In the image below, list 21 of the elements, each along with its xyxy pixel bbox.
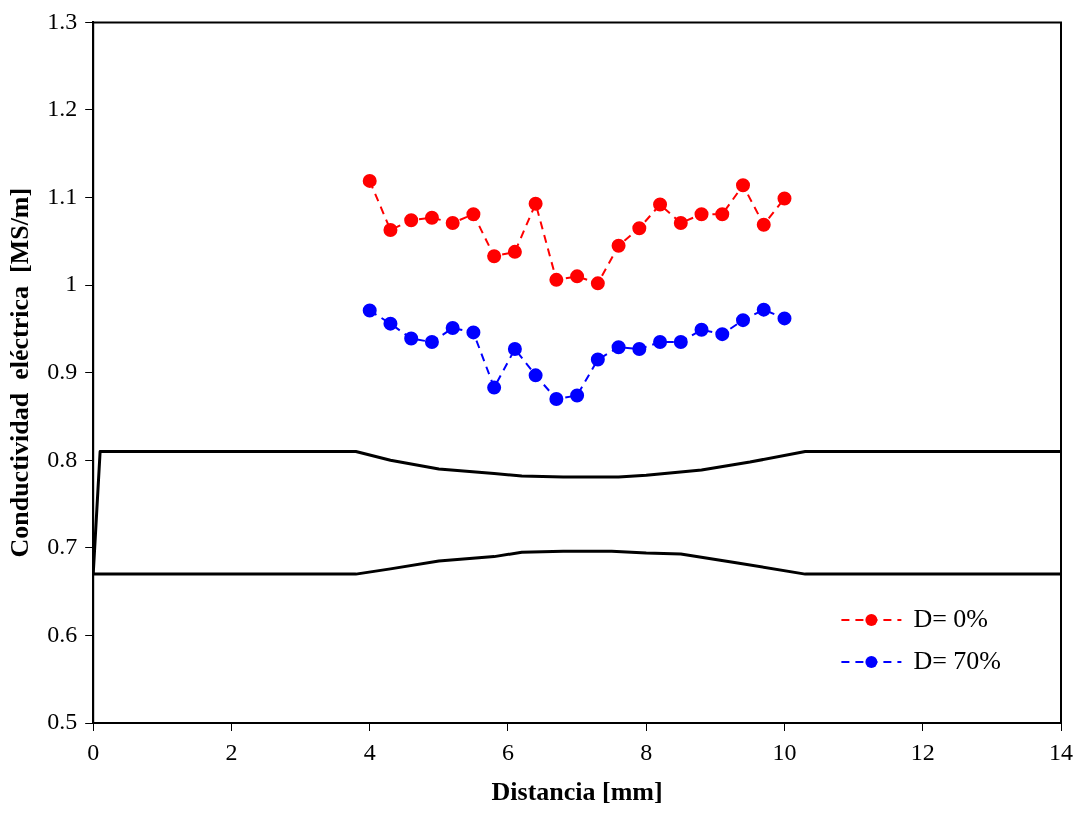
x-tick-label: 2: [225, 738, 238, 765]
y-tick-label: 0.6: [47, 620, 78, 647]
x-tick-label: 4: [363, 738, 376, 765]
y-tick-label: 1.2: [47, 95, 78, 122]
x-axis-title: Distancia [mm]: [491, 777, 663, 807]
x-tick-label: 0: [87, 738, 100, 765]
x-tick-label: 6: [501, 738, 514, 765]
x-tick-label: 8: [640, 738, 653, 765]
x-tick-label: 12: [910, 738, 935, 765]
y-tick-label: 1.3: [47, 7, 78, 34]
y-tick-label: 0.8: [47, 445, 78, 472]
y-tick-label: 0.5: [47, 708, 78, 735]
y-tick-label: 0.9: [47, 358, 78, 384]
y-tick-label: 0.7: [47, 533, 78, 560]
x-tick-label: 10: [772, 738, 797, 765]
legend-label: D= 0%: [913, 603, 989, 633]
legend-label: D= 70%: [913, 645, 1002, 675]
y-axis-title: Conductividad eléctrica [MS/m]: [5, 187, 35, 558]
y-tick-label: 1.1: [47, 182, 78, 209]
x-tick-label: 14: [1049, 738, 1073, 765]
y-tick-label: 1: [65, 270, 78, 297]
